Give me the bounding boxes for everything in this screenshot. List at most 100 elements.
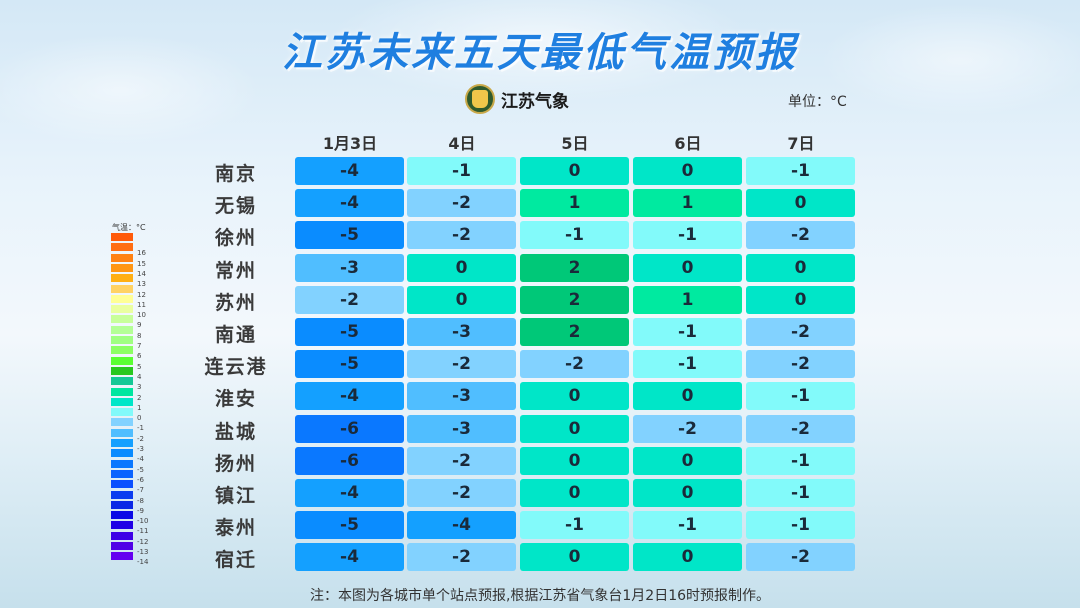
legend-label: 12 <box>137 290 146 299</box>
legend-swatch <box>111 480 133 489</box>
legend-label: -11 <box>137 527 149 536</box>
legend-swatch <box>111 315 133 324</box>
temperature-cell: -2 <box>746 318 855 346</box>
temperature-cell: -5 <box>295 221 404 250</box>
temperature-cell: 0 <box>633 157 742 185</box>
city-label: 无锡 <box>214 195 257 218</box>
legend-label: -8 <box>137 496 144 505</box>
city-label: 苏州 <box>214 291 257 314</box>
temperature-cell: -5 <box>295 318 404 346</box>
temperature-cell: -1 <box>520 221 629 250</box>
city-label: 南京 <box>214 163 257 185</box>
legend-label: 16 <box>137 249 146 258</box>
temperature-cell: 0 <box>520 414 629 443</box>
temperature-cell: -4 <box>295 543 404 572</box>
legend-label: 10 <box>137 311 146 320</box>
temperature-cell: 0 <box>520 543 629 572</box>
temperature-cell: -3 <box>407 318 516 346</box>
temperature-cell: -4 <box>407 511 516 540</box>
legend-swatch <box>111 305 133 314</box>
legend-label: 2 <box>137 393 142 402</box>
column-header: 1月3日 <box>322 134 378 153</box>
temperature-cell: -1 <box>746 446 855 475</box>
temperature-cell: -2 <box>407 189 516 218</box>
temperature-cell: -2 <box>746 414 855 443</box>
temperature-cell: -2 <box>633 414 742 443</box>
brand-logo: 江苏气象 <box>465 84 569 114</box>
legend-swatch <box>111 511 133 520</box>
legend-label: -2 <box>137 434 144 443</box>
legend-swatch <box>111 233 133 241</box>
city-label: 常州 <box>214 259 257 282</box>
temperature-cell: 2 <box>520 285 629 314</box>
legend-label: 0 <box>137 414 142 423</box>
city-label: 镇江 <box>214 485 257 507</box>
temperature-cell: 0 <box>633 479 742 507</box>
city-label: 盐城 <box>214 420 257 443</box>
legend-swatch <box>111 552 133 561</box>
temperature-cell: -3 <box>295 253 404 282</box>
legend-label: 9 <box>137 321 142 330</box>
legend-label: -14 <box>137 558 149 567</box>
column-header: 7日 <box>787 134 815 153</box>
temperature-cell: 0 <box>520 446 629 475</box>
legend-swatch <box>111 243 133 252</box>
temperature-cell: 0 <box>407 253 516 282</box>
legend-swatch <box>111 387 133 396</box>
temperature-cell: 1 <box>633 189 742 218</box>
legend-swatch <box>111 439 133 447</box>
temperature-cell: -6 <box>295 414 404 443</box>
legend-swatch <box>111 397 133 406</box>
legend-label: -1 <box>137 424 144 433</box>
legend-label: -10 <box>137 517 149 526</box>
city-label: 宿迁 <box>214 549 257 572</box>
temperature-cell: -1 <box>633 511 742 540</box>
legend-label: -7 <box>137 486 144 495</box>
footnote: 注：本图为各城市单个站点预报,根据江苏省气象台1月2日16时预报制作。 <box>309 588 771 604</box>
city-label: 南通 <box>214 324 257 346</box>
legend-label: -13 <box>137 548 149 556</box>
temperature-cell: -2 <box>746 350 855 379</box>
temperature-cell: -1 <box>407 157 516 185</box>
legend-label: 1 <box>137 403 142 412</box>
temperature-cell: -1 <box>746 382 855 411</box>
legend-swatch <box>111 346 133 355</box>
temperature-cell: -2 <box>746 221 855 250</box>
temperature-cell: -2 <box>407 221 516 250</box>
unit-label: 单位：°C <box>788 94 847 110</box>
legend-label: 14 <box>137 269 146 278</box>
temperature-cell: -4 <box>295 479 404 507</box>
legend-swatch <box>111 263 133 272</box>
legend-swatch <box>111 521 133 530</box>
temperature-cell: 0 <box>746 253 855 282</box>
legend-label: 4 <box>137 372 142 381</box>
temperature-cell: -5 <box>295 511 404 540</box>
legend-label: -6 <box>137 475 144 484</box>
temperature-cell: -3 <box>407 414 516 443</box>
legend-swatch <box>111 377 133 386</box>
temperature-cell: -1 <box>520 511 629 540</box>
legend-swatch <box>111 542 133 550</box>
legend-label: 15 <box>137 259 146 268</box>
temperature-cell: -2 <box>407 350 516 379</box>
legend-swatch <box>111 325 133 334</box>
legend-swatch <box>111 356 133 365</box>
city-label: 淮安 <box>214 388 257 411</box>
temperature-cell: -4 <box>295 382 404 411</box>
legend-swatch <box>111 459 133 468</box>
legend-swatch <box>111 500 133 509</box>
temperature-cell: -1 <box>746 511 855 540</box>
temperature-cell: 1 <box>520 189 629 218</box>
temperature-cell: 0 <box>633 382 742 411</box>
temperature-cell: -2 <box>407 543 516 572</box>
legend-label: -12 <box>137 537 149 546</box>
legend-swatch <box>111 469 133 478</box>
legend-swatch <box>111 418 133 427</box>
temperature-cell: 0 <box>407 285 516 314</box>
temperature-cell: -2 <box>746 543 855 572</box>
column-header: 6日 <box>674 134 702 153</box>
legend-swatch <box>111 366 133 375</box>
temperature-cell: 2 <box>520 318 629 346</box>
temperature-cell: 0 <box>633 543 742 572</box>
temperature-cell: -2 <box>407 446 516 475</box>
